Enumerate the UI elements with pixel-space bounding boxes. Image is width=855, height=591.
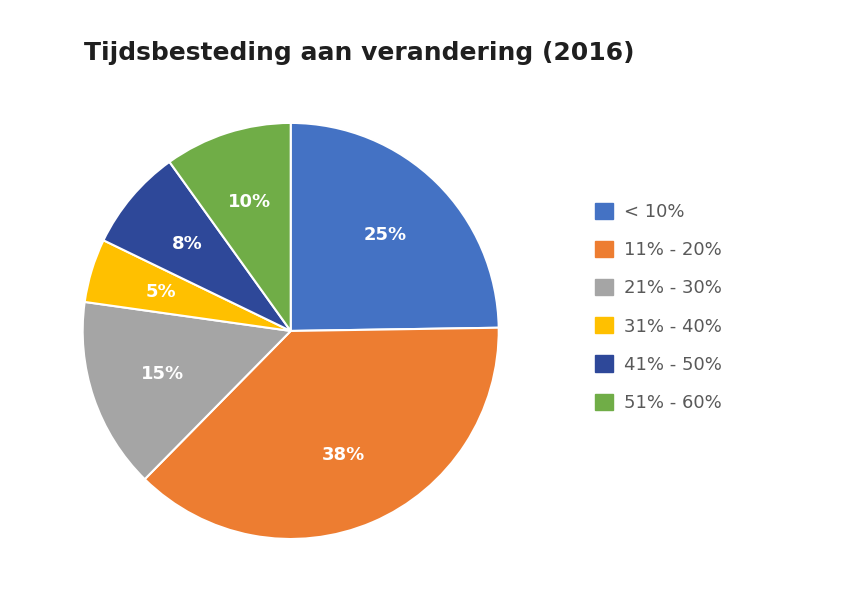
Wedge shape: [85, 241, 291, 331]
Wedge shape: [144, 328, 498, 539]
Wedge shape: [83, 302, 291, 479]
Text: 38%: 38%: [322, 446, 366, 465]
Text: 10%: 10%: [227, 193, 271, 211]
Wedge shape: [169, 123, 291, 331]
Wedge shape: [103, 162, 291, 331]
Text: 8%: 8%: [172, 235, 203, 253]
Text: 15%: 15%: [141, 365, 184, 384]
Legend: < 10%, 11% - 20%, 21% - 30%, 31% - 40%, 41% - 50%, 51% - 60%: < 10%, 11% - 20%, 21% - 30%, 31% - 40%, …: [588, 196, 729, 419]
Text: Tijdsbesteding aan verandering (2016): Tijdsbesteding aan verandering (2016): [84, 41, 634, 66]
Wedge shape: [291, 123, 498, 331]
Text: 5%: 5%: [146, 282, 177, 301]
Text: 25%: 25%: [364, 226, 407, 243]
